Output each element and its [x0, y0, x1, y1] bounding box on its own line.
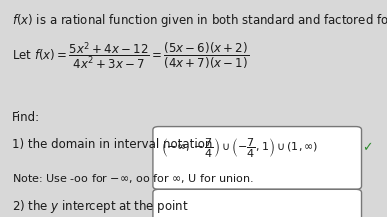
FancyBboxPatch shape: [153, 127, 361, 189]
Text: $f(x)$ is a rational function given in both standard and factored forms.: $f(x)$ is a rational function given in b…: [12, 12, 387, 29]
Text: Note: Use -oo for $-\infty$, oo for $\infty$, U for union.: Note: Use -oo for $-\infty$, oo for $\in…: [12, 172, 254, 185]
Text: ✓: ✓: [362, 141, 373, 154]
Text: $\left(-\infty, -\dfrac{7}{4}\right) \cup \left(-\dfrac{7}{4},1\right) \cup (1,\: $\left(-\infty, -\dfrac{7}{4}\right) \cu…: [161, 136, 319, 159]
FancyBboxPatch shape: [153, 189, 361, 217]
Text: 1) the domain in interval notation: 1) the domain in interval notation: [12, 138, 212, 151]
Text: Let $f(x) = \dfrac{5x^2 + 4x - 12}{4x^2 + 3x - 7} = \dfrac{(5x-6)(x+2)}{(4x+7)(x: Let $f(x) = \dfrac{5x^2 + 4x - 12}{4x^2 …: [12, 40, 249, 72]
Text: Find:: Find:: [12, 111, 40, 124]
Text: 2) the $y$ intercept at the point: 2) the $y$ intercept at the point: [12, 198, 189, 215]
